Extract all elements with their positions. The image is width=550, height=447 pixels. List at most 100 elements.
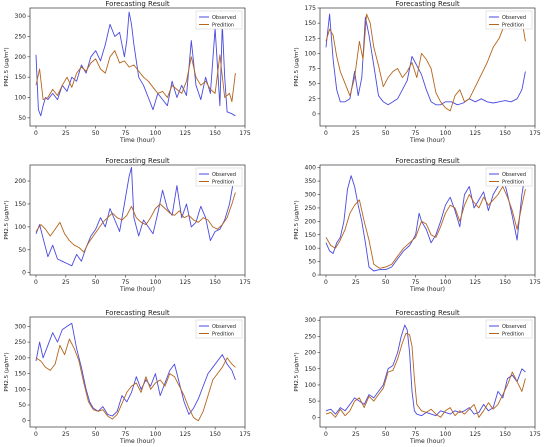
series-line-predition	[35, 50, 236, 103]
y-tick-label: 50	[18, 247, 26, 254]
x-tick-label: 100	[150, 431, 162, 438]
x-tick-label: 50	[92, 130, 100, 137]
y-tick-label: 75	[308, 66, 316, 73]
x-tick-label: 75	[122, 130, 130, 137]
legend-label: Observed	[212, 324, 236, 330]
x-axis-label: Time (hour)	[119, 286, 155, 293]
y-tick-label: 50	[18, 402, 26, 409]
plot-frame	[29, 164, 246, 276]
y-axis-label: PM2.5 (μg/m³)	[293, 200, 300, 239]
x-tick-label: 50	[382, 431, 390, 438]
x-tick-label: 150	[209, 130, 221, 137]
legend-label: Predition	[212, 23, 234, 29]
chart-title: Forecasting Result	[395, 309, 460, 317]
y-tick-label: 350	[305, 178, 317, 185]
y-tick-label: 100	[305, 245, 317, 252]
series-group	[35, 322, 236, 422]
y-tick-label: 100	[15, 224, 27, 231]
y-axis-label: PM2.5 (μg/m³)	[3, 352, 10, 391]
x-tick-label: 0	[34, 130, 38, 137]
series-line-observed	[325, 324, 526, 417]
legend-label: Predition	[502, 332, 524, 338]
y-tick-label: 100	[15, 386, 27, 393]
x-tick-label: 75	[412, 279, 420, 286]
series-group	[35, 11, 236, 117]
y-tick-label: 250	[15, 339, 27, 346]
legend-label: Observed	[502, 172, 526, 178]
legend-label: Predition	[502, 23, 524, 29]
x-tick-label: 100	[150, 130, 162, 137]
x-tick-label: 25	[62, 279, 70, 286]
x-tick-label: 50	[92, 431, 100, 438]
chart-panel-5: Forecasting Result 0 25 50 75 100 125 150 175 0 50…	[3, 309, 251, 445]
chart-title: Forecasting Result	[105, 157, 170, 165]
chart-title: Forecasting Result	[105, 309, 170, 317]
legend-label: Predition	[502, 180, 524, 186]
x-tick-label: 175	[239, 279, 251, 286]
y-tick-label: 150	[15, 201, 27, 208]
plot-frame	[319, 316, 536, 428]
x-axis-label: Time (hour)	[409, 137, 445, 144]
x-tick-label: 0	[324, 431, 328, 438]
plot-frame	[319, 7, 536, 127]
legend: Observed Predition	[485, 319, 533, 339]
y-tick-label: 0	[22, 270, 26, 277]
y-tick-label: 150	[305, 232, 317, 239]
y-tick-label: 200	[15, 178, 27, 185]
legend-label: Observed	[502, 15, 526, 21]
x-tick-label: 125	[470, 279, 482, 286]
chart-title: Forecasting Result	[395, 0, 460, 8]
x-tick-label: 125	[470, 130, 482, 137]
plot-frame	[29, 316, 246, 428]
x-tick-label: 25	[62, 130, 70, 137]
x-tick-label: 50	[92, 279, 100, 286]
legend-label: Predition	[212, 180, 234, 186]
x-tick-label: 25	[352, 279, 360, 286]
y-tick-label: 50	[308, 398, 316, 405]
y-axis-label: PM2.5 (μg/m³)	[3, 200, 10, 239]
x-tick-label: 100	[440, 130, 452, 137]
x-tick-label: 0	[324, 279, 328, 286]
x-tick-label: 100	[150, 279, 162, 286]
chart-panel-2: Forecasting Result 0 25 50 75 100 125 150 175 0 25…	[293, 0, 541, 144]
series-line-observed	[325, 172, 526, 272]
y-tick-label: 150	[15, 74, 27, 81]
chart-panel-1: Forecasting Result 0 25 50 75 100 125 150 175 50 1…	[3, 0, 251, 144]
series-line-observed	[325, 13, 526, 106]
x-tick-label: 175	[529, 130, 541, 137]
x-tick-label: 175	[239, 130, 251, 137]
x-tick-label: 0	[34, 431, 38, 438]
y-tick-label: 50	[308, 259, 316, 266]
x-tick-label: 125	[180, 279, 192, 286]
series-line-predition	[325, 186, 526, 269]
series-group	[325, 13, 526, 112]
y-tick-label: 150	[15, 371, 27, 378]
y-tick-label: 25	[308, 96, 316, 103]
y-tick-label: 50	[18, 115, 26, 122]
chart-panel-4: Forecasting Result 0 25 50 75 100 125 150 175 0 50…	[293, 157, 541, 293]
series-line-predition	[35, 338, 236, 422]
series-group	[325, 324, 526, 418]
x-tick-label: 25	[352, 130, 360, 137]
chart-title: Forecasting Result	[105, 0, 170, 8]
chart-panel-3: Forecasting Result 0 25 50 75 100 125 150 175 0 50…	[3, 157, 251, 293]
y-axis-label: PM2.5 (μg/m³)	[293, 47, 300, 86]
y-tick-label: 100	[305, 50, 317, 57]
y-tick-label: 200	[305, 218, 317, 225]
series-line-observed	[35, 166, 235, 267]
y-tick-label: 200	[15, 54, 27, 61]
series-line-predition	[35, 192, 236, 253]
y-tick-label: 125	[305, 35, 317, 42]
chart-panel-6: Forecasting Result 0 25 50 75 100 125 150 175 0 50…	[293, 309, 541, 445]
x-axis-label: Time (hour)	[119, 438, 155, 445]
x-tick-label: 150	[209, 279, 221, 286]
legend: Observed Predition	[195, 167, 243, 187]
x-tick-label: 25	[352, 431, 360, 438]
y-tick-label: 250	[305, 333, 317, 340]
x-tick-label: 150	[499, 279, 511, 286]
y-axis-label: PM2.5 (μg/m³)	[3, 47, 10, 86]
x-tick-label: 175	[529, 431, 541, 438]
y-tick-label: 300	[15, 323, 27, 330]
legend-label: Predition	[212, 332, 234, 338]
